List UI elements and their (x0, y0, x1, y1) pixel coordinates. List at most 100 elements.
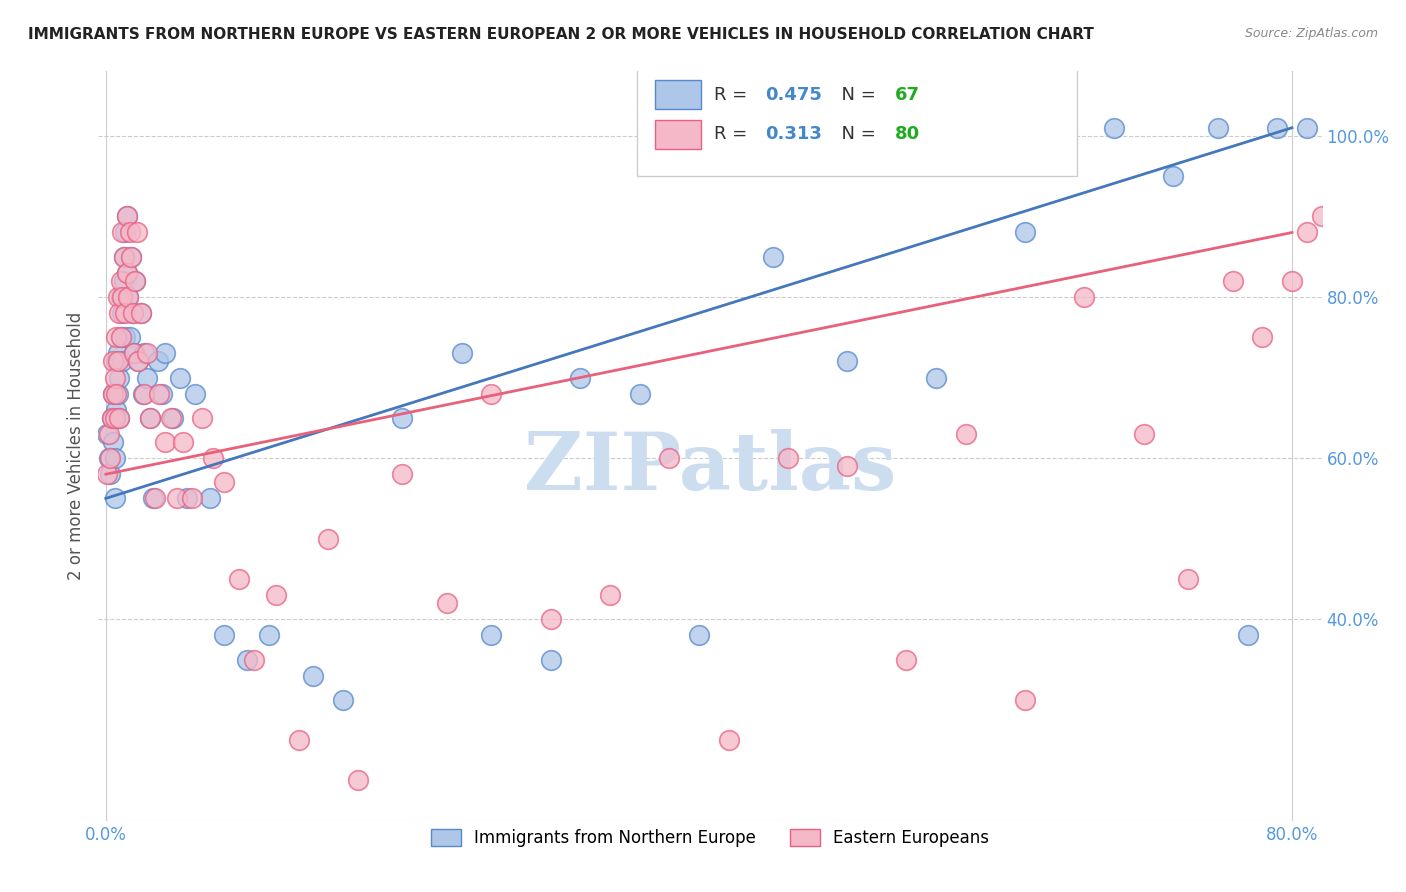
Point (115, 266, 138, 280)
Point (1163, 169, 1185, 183)
Point (150, 386, 173, 401)
Point (762, 250, 785, 264)
Point (134, 386, 156, 401)
Point (153, 434, 176, 449)
Point (114, 306, 136, 320)
Point (1295, 226, 1317, 240)
Point (100, 410, 122, 425)
Point (97, 426, 120, 441)
Y-axis label: 2 or more Vehicles in Household: 2 or more Vehicles in Household (66, 312, 84, 580)
Point (717, 733, 740, 747)
Point (111, 226, 134, 240)
Point (107, 290, 129, 304)
Point (1295, 120, 1317, 135)
Point (1177, 572, 1199, 586)
Point (235, 652, 257, 666)
Point (540, 652, 562, 666)
Point (1102, 120, 1125, 135)
Point (1236, 628, 1258, 642)
Point (688, 628, 710, 642)
Point (184, 386, 207, 401)
Point (1340, 226, 1362, 240)
Point (105, 402, 128, 417)
Point (316, 532, 339, 546)
Point (104, 370, 127, 384)
Point (347, 773, 370, 788)
Point (111, 290, 134, 304)
Text: Source: ZipAtlas.com: Source: ZipAtlas.com (1244, 27, 1378, 40)
Point (103, 434, 125, 449)
Text: R =: R = (714, 125, 752, 144)
FancyBboxPatch shape (637, 60, 1077, 177)
Text: N =: N = (830, 86, 882, 103)
Point (107, 346, 129, 360)
FancyBboxPatch shape (655, 80, 702, 109)
Point (136, 370, 159, 384)
Point (96, 467, 118, 482)
Point (111, 306, 134, 320)
Point (107, 354, 129, 368)
Point (198, 491, 221, 506)
Point (436, 596, 458, 610)
Point (96, 426, 118, 441)
Point (108, 306, 131, 320)
Point (1385, 226, 1406, 240)
Point (1355, 250, 1378, 264)
Point (257, 628, 280, 642)
Point (114, 330, 136, 344)
Point (110, 330, 132, 344)
Point (127, 354, 149, 368)
Point (1281, 274, 1303, 288)
Point (391, 410, 413, 425)
Point (105, 354, 128, 368)
Point (115, 266, 138, 280)
Point (120, 250, 142, 264)
Point (103, 386, 125, 401)
Point (243, 652, 266, 666)
Text: 67: 67 (894, 86, 920, 103)
Point (121, 306, 143, 320)
Point (628, 386, 651, 401)
Point (120, 250, 142, 264)
Point (136, 346, 159, 360)
Point (98, 467, 121, 482)
Point (115, 210, 138, 224)
Point (266, 588, 288, 602)
Point (112, 250, 135, 264)
Point (139, 410, 162, 425)
Point (117, 290, 139, 304)
Point (108, 370, 131, 384)
Point (105, 330, 128, 344)
Point (104, 451, 127, 466)
Point (1326, 185, 1348, 199)
Point (214, 628, 236, 642)
Point (776, 451, 799, 466)
Point (118, 226, 141, 240)
Point (540, 612, 562, 626)
Text: ZIPatlas: ZIPatlas (524, 429, 896, 508)
Point (391, 467, 413, 482)
Point (450, 346, 472, 360)
Point (124, 274, 146, 288)
Point (125, 226, 148, 240)
Point (896, 652, 918, 666)
Point (104, 491, 127, 506)
Point (332, 693, 354, 707)
Point (1399, 250, 1406, 264)
Point (103, 354, 125, 368)
Text: R =: R = (714, 86, 752, 103)
Point (955, 426, 977, 441)
Point (112, 250, 135, 264)
Text: IMMIGRANTS FROM NORTHERN EUROPE VS EASTERN EUROPEAN 2 OR MORE VEHICLES IN HOUSEH: IMMIGRANTS FROM NORTHERN EUROPE VS EASTE… (28, 27, 1094, 42)
Text: N =: N = (830, 125, 882, 144)
Point (228, 572, 250, 586)
Point (103, 386, 125, 401)
Point (122, 346, 145, 360)
Point (132, 386, 155, 401)
Text: 0.475: 0.475 (765, 86, 823, 103)
Point (169, 370, 191, 384)
Point (115, 210, 138, 224)
Point (479, 628, 502, 642)
Point (118, 330, 141, 344)
Point (148, 386, 170, 401)
